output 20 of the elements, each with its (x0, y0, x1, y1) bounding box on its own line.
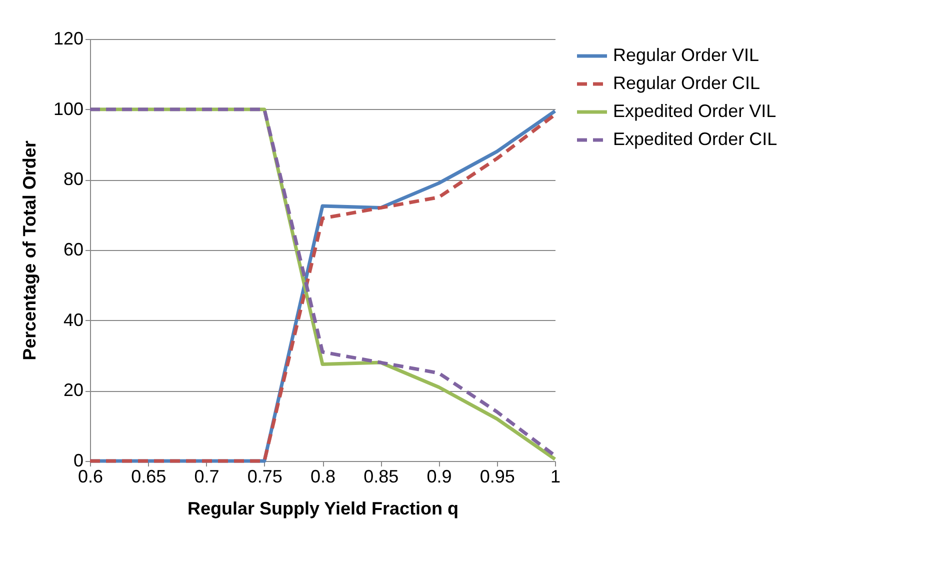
legend-label: Expedited Order VIL (613, 101, 776, 121)
y-tick-label: 120 (53, 28, 84, 48)
x-tick-label: 0.85 (364, 466, 399, 486)
x-tick-label: 0.7 (194, 466, 220, 486)
x-tick-label: 0.95 (480, 466, 515, 486)
x-tick-label: 0.75 (247, 466, 282, 486)
legend-label: Regular Order VIL (613, 45, 760, 65)
y-tick-label: 60 (63, 240, 84, 260)
x-tick-label: 0.9 (426, 466, 452, 486)
x-tick-label: 0.65 (131, 466, 166, 486)
y-tick-label: 20 (63, 380, 84, 400)
x-axis-title: Regular Supply Yield Fraction q (187, 498, 459, 518)
legend-label: Expedited Order CIL (613, 129, 778, 149)
x-tick-label: 1 (550, 466, 561, 486)
y-tick-label: 40 (63, 310, 84, 330)
x-tick-label: 0.8 (310, 466, 336, 486)
y-axis-title: Percentage of Total Order (19, 140, 40, 360)
legend-label: Regular Order CIL (613, 73, 760, 93)
y-tick-label: 80 (63, 169, 84, 190)
y-tick-label: 100 (53, 98, 84, 119)
